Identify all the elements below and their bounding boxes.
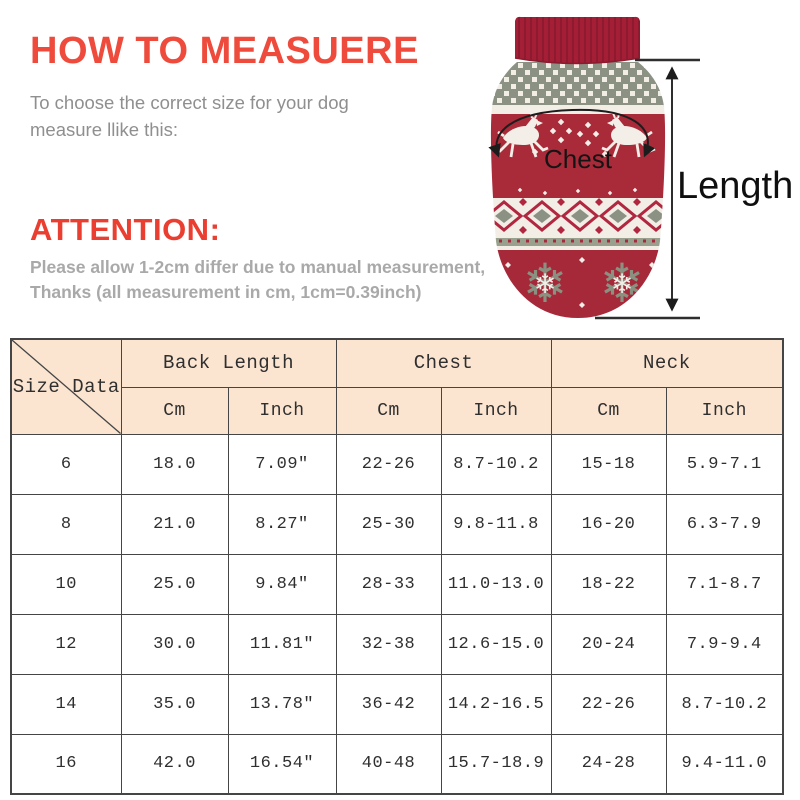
cell: 24-28 [550, 733, 667, 795]
corner-label: Size Data [12, 375, 120, 398]
unit-header: Cm [550, 386, 667, 435]
cell: 15.7-18.9 [440, 733, 552, 795]
unit-header: Cm [335, 386, 442, 435]
intro-line-2: measure llike this: [30, 118, 179, 140]
cell: 21.0 [120, 493, 229, 555]
cell: 36-42 [335, 673, 442, 735]
cell: 11.81″ [227, 613, 337, 675]
diagonal-divider [12, 340, 121, 434]
cell: 35.0 [120, 673, 229, 735]
size-table: Size Data Back Length Chest Neck Cm Inch… [10, 338, 785, 795]
intro-line-1: To choose the correct size for your dog [30, 92, 349, 113]
cell: 8.7-10.2 [440, 433, 552, 495]
sweater-collar [514, 16, 641, 65]
cell: 14.2-16.5 [440, 673, 552, 735]
cell: 6.3-7.9 [665, 493, 784, 555]
cell: 8.7-10.2 [665, 673, 784, 735]
cell: 11.0-13.0 [440, 553, 552, 615]
size-cell: 8 [10, 493, 122, 555]
cell: 5.9-7.1 [665, 433, 784, 495]
table-row: 8 21.0 8.27″ 25-30 9.8-11.8 16-20 6.3-7.… [10, 493, 784, 555]
cell: 7.1-8.7 [665, 553, 784, 615]
unit-header: Cm [120, 386, 229, 435]
cell: 16.54″ [227, 733, 337, 795]
cell: 25-30 [335, 493, 442, 555]
cell: 22-26 [335, 433, 442, 495]
size-data-corner-cell: Size Data [10, 338, 122, 435]
cell: 18.0 [120, 433, 229, 495]
attention-text: Please allow 1-2cm differ due to manual … [30, 255, 485, 305]
cell: 15-18 [550, 433, 667, 495]
sweater-size-diagram: ❄ ❄ ❄ ❄ Chest [488, 16, 793, 320]
col-group-back-length: Back Length [120, 338, 337, 388]
size-cell: 10 [10, 553, 122, 615]
cell: 9.8-11.8 [440, 493, 552, 555]
attention-line-1: Please allow 1-2cm differ due to manual … [30, 257, 486, 277]
intro-text: To choose the correct size for your dog … [30, 90, 349, 144]
col-group-neck: Neck [550, 338, 784, 388]
attention-line-2: Thanks (all measurement in cm, 1cm=0.39i… [30, 281, 422, 302]
table-row: 14 35.0 13.78″ 36-42 14.2-16.5 22-26 8.7… [10, 673, 784, 735]
table-row: 16 42.0 16.54″ 40-48 15.7-18.9 24-28 9.4… [10, 733, 784, 795]
unit-header: Inch [440, 386, 552, 435]
cell: 9.4-11.0 [665, 733, 784, 795]
cell: 13.78″ [227, 673, 337, 735]
cell: 22-26 [550, 673, 667, 735]
cell: 16-20 [550, 493, 667, 555]
svg-text:❄: ❄ [611, 269, 634, 300]
size-cell: 6 [10, 433, 122, 495]
table-row: 6 18.0 7.09″ 22-26 8.7-10.2 15-18 5.9-7.… [10, 433, 784, 495]
chest-label: Chest [544, 144, 613, 174]
cell: 7.09″ [227, 433, 337, 495]
size-cell: 12 [10, 613, 122, 675]
col-group-chest: Chest [335, 338, 552, 388]
cell: 30.0 [120, 613, 229, 675]
cell: 42.0 [120, 733, 229, 795]
cell: 25.0 [120, 553, 229, 615]
bottom-dot-motifs [505, 257, 655, 308]
size-cell: 14 [10, 673, 122, 735]
attention-title: ATTENTION: [30, 212, 221, 247]
cell: 18-22 [550, 553, 667, 615]
chest-ellipse-arrow [488, 108, 656, 158]
page-title: HOW TO MEASUERE [30, 30, 419, 72]
unit-header: Inch [665, 386, 784, 435]
table-row: 12 30.0 11.81″ 32-38 12.6-15.0 20-24 7.9… [10, 613, 784, 675]
cell: 12.6-15.0 [440, 613, 552, 675]
diamond-band [490, 198, 666, 234]
cell: 32-38 [335, 613, 442, 675]
length-arrow [595, 58, 700, 320]
cell: 28-33 [335, 553, 442, 615]
unit-header: Inch [227, 386, 337, 435]
cell: 20-24 [550, 613, 667, 675]
size-cell: 16 [10, 733, 122, 795]
cell: 8.27″ [227, 493, 337, 555]
cell: 7.9-9.4 [665, 613, 784, 675]
svg-text:❄: ❄ [534, 269, 557, 300]
cell: 9.84″ [227, 553, 337, 615]
length-label: Length [677, 165, 793, 207]
table-row: 10 25.0 9.84″ 28-33 11.0-13.0 18-22 7.1-… [10, 553, 784, 615]
cell: 40-48 [335, 733, 442, 795]
